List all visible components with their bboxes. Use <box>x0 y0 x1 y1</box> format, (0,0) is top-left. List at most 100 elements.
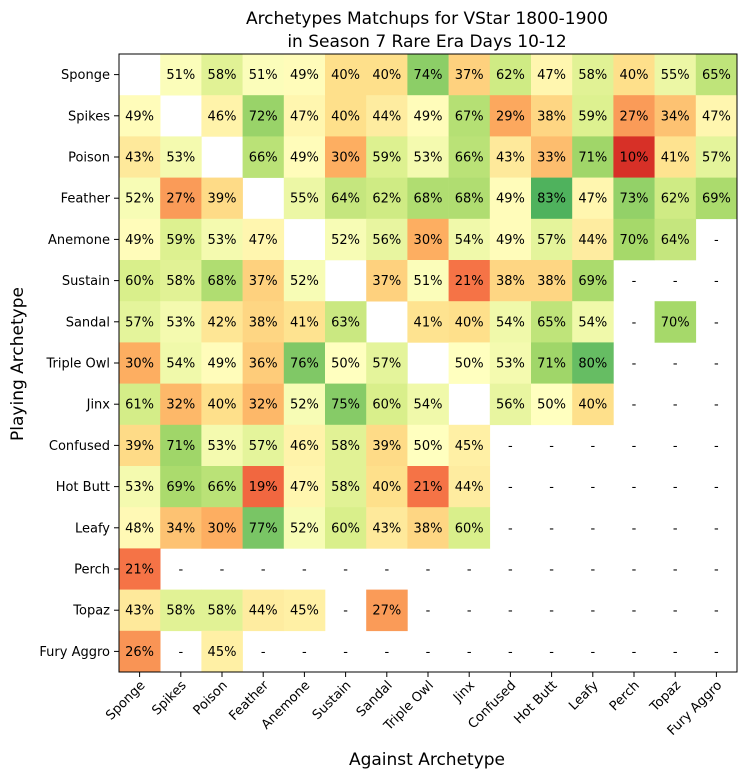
heatmap-cell <box>201 342 243 384</box>
heatmap-cell <box>283 177 326 220</box>
heatmap-cell-label: 58% <box>208 604 237 619</box>
heatmap-cell-label: 27% <box>166 192 195 207</box>
heatmap-cell <box>283 95 326 137</box>
heatmap-cell <box>283 466 326 508</box>
heatmap-cell-label: - <box>467 645 472 660</box>
heatmap-cell-label: 52% <box>331 233 360 248</box>
heatmap-cell-label: 27% <box>372 604 401 619</box>
heatmap-cell-label: 69% <box>578 274 607 289</box>
heatmap-cell-label: 59% <box>578 109 607 124</box>
heatmap-cell-label: 56% <box>372 233 401 248</box>
heatmap-cell-label: 65% <box>702 68 731 83</box>
heatmap-cell <box>448 342 491 384</box>
heatmap-cell-label: 53% <box>496 357 525 372</box>
heatmap-cell <box>407 218 449 261</box>
heatmap-cell <box>160 342 202 384</box>
heatmap-cell-label: - <box>673 645 678 660</box>
heatmap-cell <box>242 342 285 384</box>
heatmap-cell <box>448 136 491 178</box>
y-tick-label: Poison <box>68 151 110 166</box>
x-axis-label: Against Archetype <box>349 750 505 770</box>
heatmap-cell <box>572 383 614 426</box>
heatmap-cell-label: 57% <box>537 233 566 248</box>
heatmap-cell-label: 53% <box>208 233 237 248</box>
heatmap-cell-labels: 51% 58% 51% 49% 40% 40% 74% 37% 62% 47% 58% 40% 55% 6… <box>125 68 731 660</box>
y-tick-label: Sponge <box>61 68 110 83</box>
chart-title-line-2: in Season 7 Rare Era Days 10-12 <box>287 32 566 52</box>
heatmap-cell-label: - <box>714 645 719 660</box>
heatmap-cell-label: 32% <box>249 398 278 413</box>
heatmap-cell-label: 58% <box>331 480 360 495</box>
heatmap-cell-label: 50% <box>414 439 443 454</box>
heatmap-cell <box>489 301 532 343</box>
heatmap-cell-label: 49% <box>290 68 319 83</box>
heatmap-cell-label: 52% <box>125 192 154 207</box>
y-tick-label: Feather <box>61 192 111 207</box>
heatmap-cell <box>201 589 243 632</box>
heatmap-cell-label: 44% <box>455 480 484 495</box>
heatmap-cell-label: 49% <box>290 151 319 166</box>
heatmap-cell-label: - <box>632 315 637 330</box>
heatmap-cell-label: - <box>343 604 348 619</box>
y-tick-label: Hot Butt <box>56 480 110 495</box>
heatmap-cell <box>201 630 243 673</box>
heatmap-cell <box>448 466 491 508</box>
heatmap-cell <box>283 589 326 632</box>
y-tick-label: Triple Owl <box>46 357 110 372</box>
heatmap-cell-label: 40% <box>372 68 401 83</box>
heatmap-cell-label: 54% <box>496 315 525 330</box>
heatmap-cell <box>407 260 449 302</box>
heatmap-cell <box>613 54 655 96</box>
heatmap-cell-label: 53% <box>414 151 443 166</box>
x-tick-label: Leafy <box>566 678 602 714</box>
heatmap-cell <box>407 301 449 343</box>
heatmap-cell-label: - <box>632 563 637 578</box>
heatmap-cell-label: - <box>549 604 554 619</box>
heatmap-cell <box>407 95 449 137</box>
heatmap-cell-label: - <box>590 480 595 495</box>
heatmap-cell-label: 46% <box>208 109 237 124</box>
heatmap-cell-label: 54% <box>455 233 484 248</box>
heatmap-cell <box>242 589 285 632</box>
heatmap-cell-label: 52% <box>290 274 319 289</box>
heatmap-cell-label: 45% <box>208 645 237 660</box>
heatmap-cell-label: 58% <box>166 604 195 619</box>
heatmap-cell-label: 39% <box>208 192 237 207</box>
heatmap-cell-label: 19% <box>249 480 278 495</box>
heatmap-cell-label: - <box>590 645 595 660</box>
heatmap-cell-label: 44% <box>372 109 401 124</box>
heatmap-cell <box>283 54 326 96</box>
heatmap-cell-label: - <box>302 563 307 578</box>
heatmap-cell-label: 47% <box>290 109 319 124</box>
heatmap-cell-label: - <box>508 480 513 495</box>
heatmap-cell-label: - <box>426 645 431 660</box>
heatmap-cell-label: 45% <box>455 439 484 454</box>
heatmap-cell-label: 37% <box>455 68 484 83</box>
heatmap-cell <box>366 260 408 302</box>
heatmap-cell-label: - <box>508 604 513 619</box>
heatmap-cell-label: 50% <box>537 398 566 413</box>
heatmap-cell-label: 43% <box>125 604 154 619</box>
heatmap-cell-label: 26% <box>125 645 154 660</box>
heatmap-cell-label: - <box>673 439 678 454</box>
heatmap-cell-label: 43% <box>372 521 401 536</box>
heatmap-cell-label: - <box>714 604 719 619</box>
heatmap-cell <box>531 218 573 261</box>
heatmap-cell-label: 32% <box>166 398 195 413</box>
x-tick-label: Perch <box>607 678 643 714</box>
y-tick-label: Jinx <box>86 398 111 413</box>
x-tick-label: Sponge <box>103 678 148 723</box>
heatmap-cell <box>448 424 491 467</box>
heatmap-cell-label: 41% <box>414 315 443 330</box>
heatmap-cell <box>613 95 655 137</box>
heatmap-cell <box>119 507 161 549</box>
heatmap-cell-label: 41% <box>290 315 319 330</box>
heatmap-cell-label: 49% <box>496 233 525 248</box>
heatmap-cell-label: - <box>384 645 389 660</box>
heatmap-cell <box>366 383 408 426</box>
y-tick-label: Spikes <box>68 109 110 124</box>
heatmap-cell-label: 38% <box>537 109 566 124</box>
heatmap-cell <box>695 95 738 137</box>
heatmap-cell-label: 43% <box>125 151 154 166</box>
heatmap-cell-label: - <box>632 274 637 289</box>
